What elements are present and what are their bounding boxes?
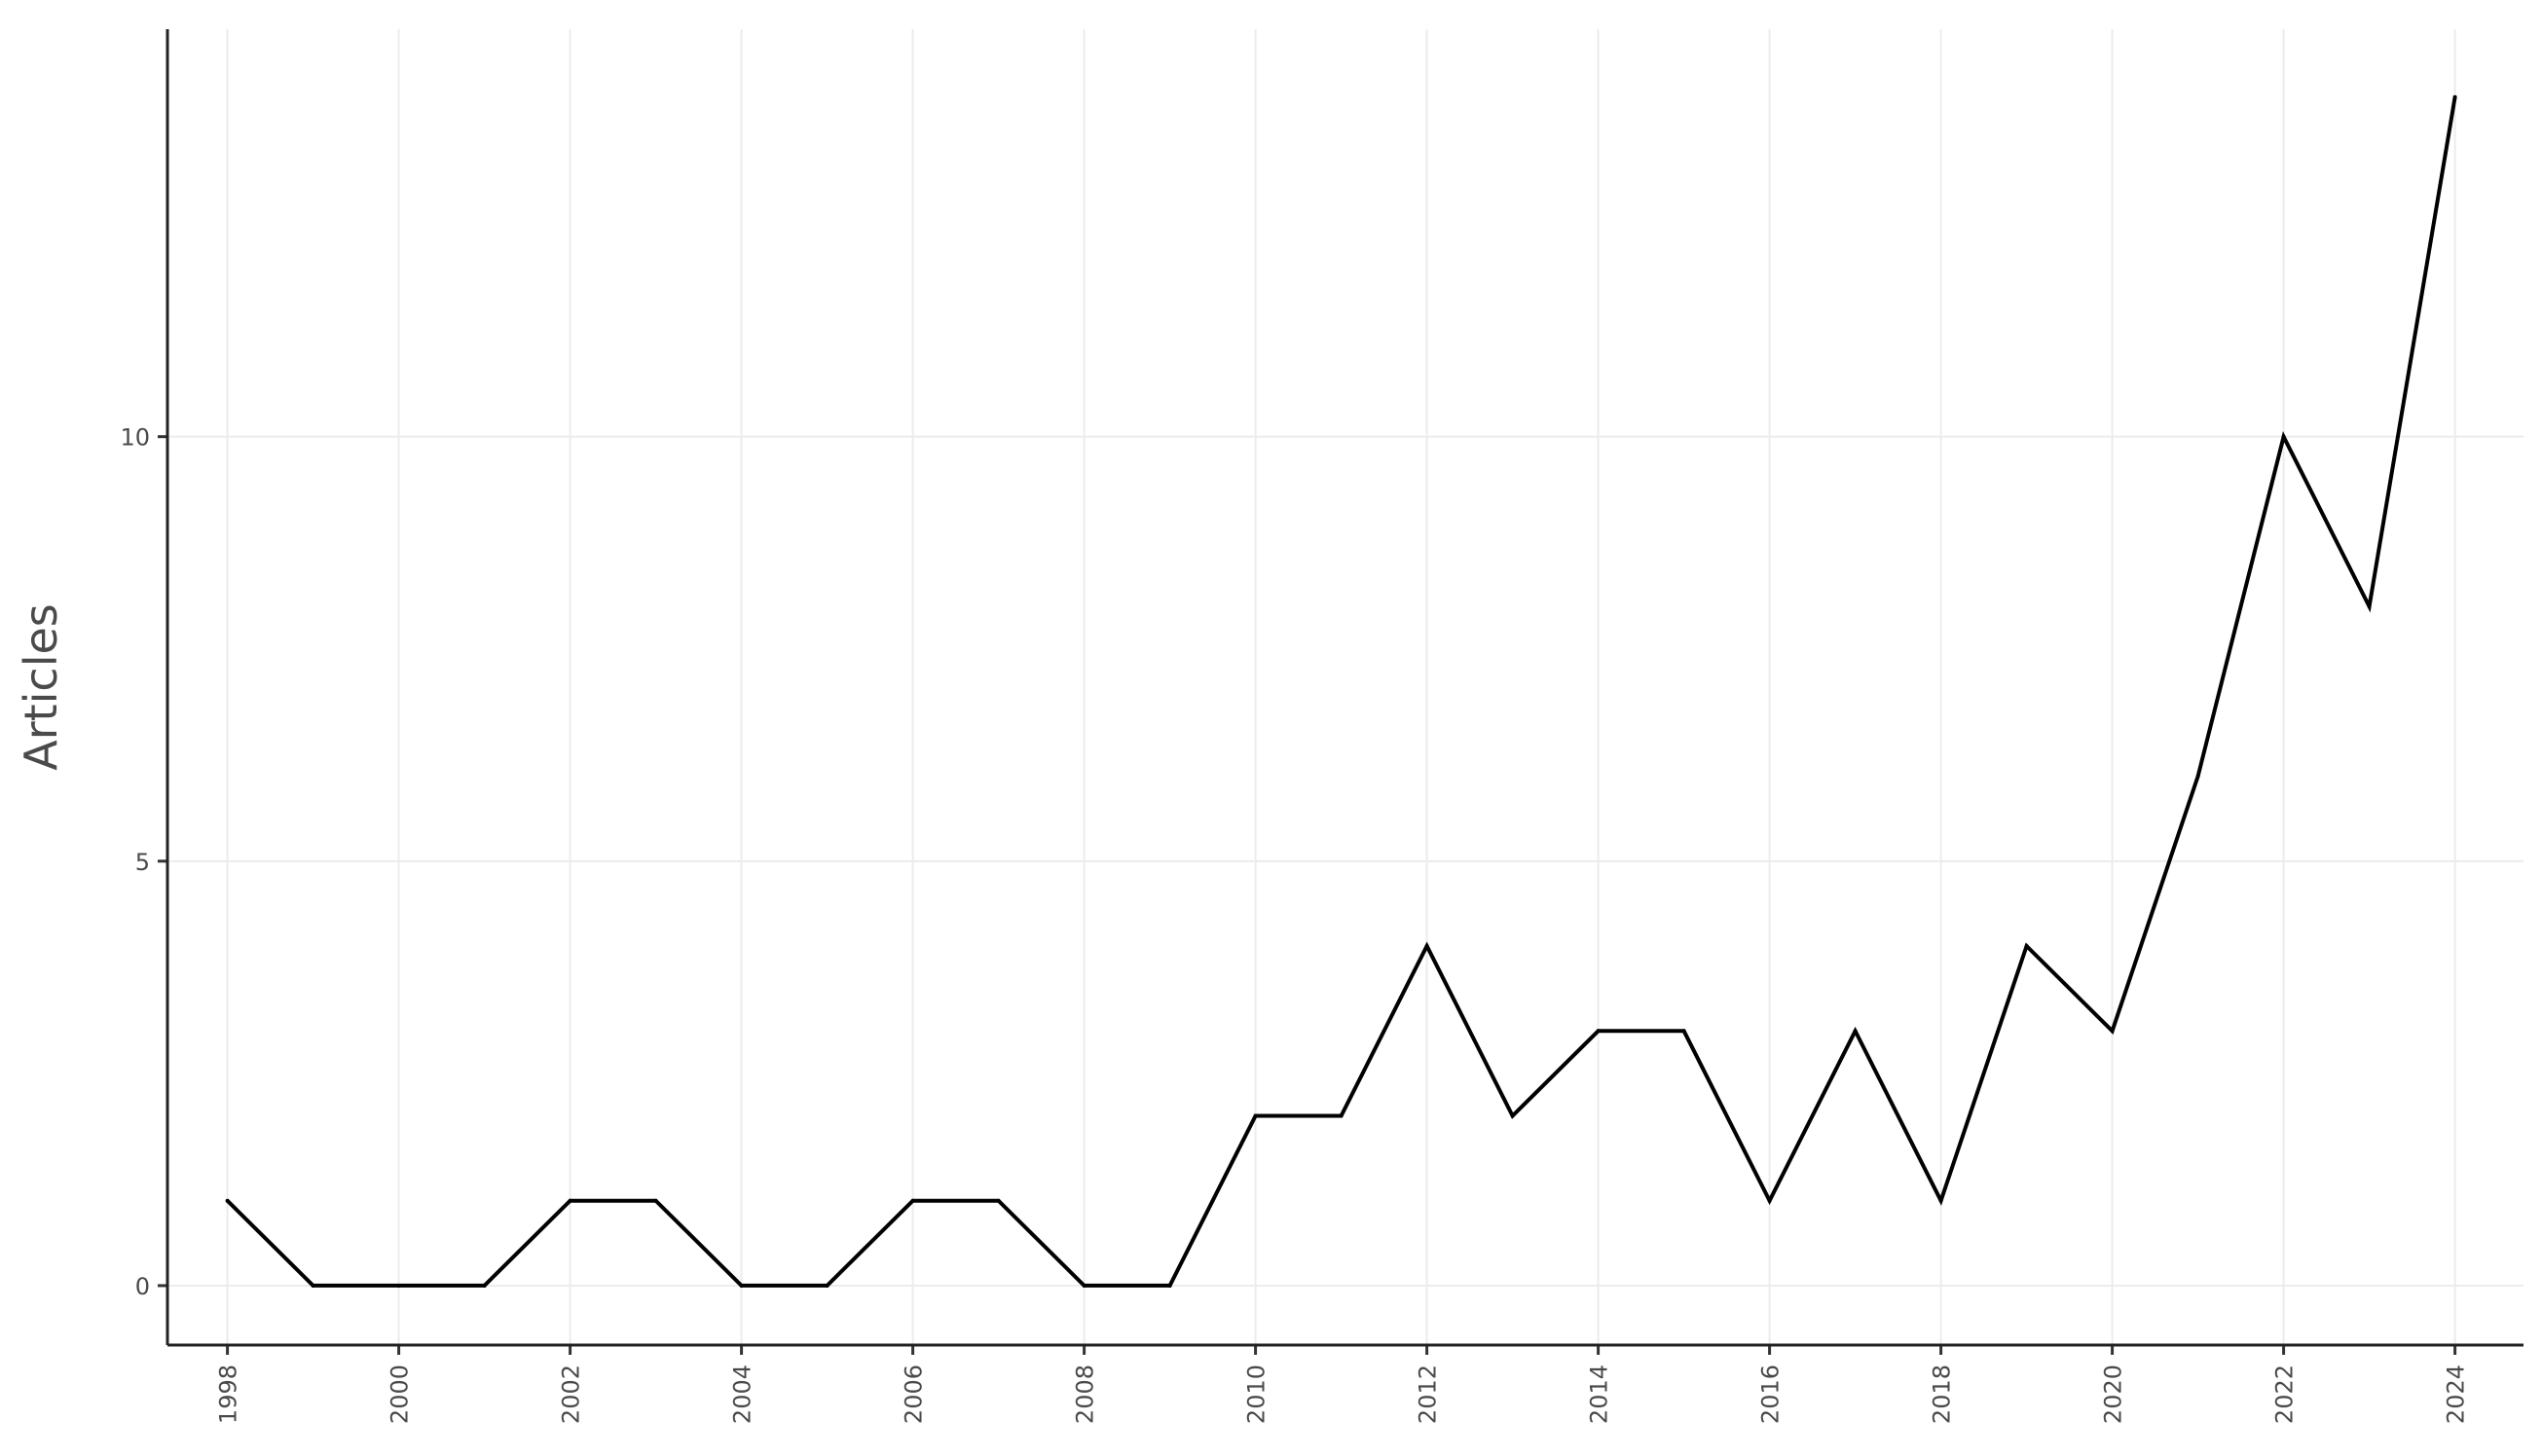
data-point xyxy=(311,1283,315,1288)
series-line-0 xyxy=(226,96,2457,1288)
x-tick-label: 2020 xyxy=(2100,1365,2127,1424)
x-tick-label: 2014 xyxy=(1586,1365,1613,1424)
tick-labels: 1998 2000 2002 2004 2006 2008 2010 2012 2014 2016… xyxy=(120,424,2469,1424)
data-point xyxy=(396,1283,401,1288)
data-point xyxy=(1167,1283,1172,1288)
data-point xyxy=(910,1198,915,1203)
data-point xyxy=(825,1283,829,1288)
data-point xyxy=(2110,1029,2115,1034)
data-point xyxy=(1767,1198,1772,1203)
data-point xyxy=(1082,1283,1087,1288)
x-tick-label: 2012 xyxy=(1415,1365,1442,1424)
data-point xyxy=(2367,604,2372,609)
data-point xyxy=(225,1198,230,1203)
x-tick-label: 1998 xyxy=(215,1365,242,1424)
y-tick-label: 10 xyxy=(120,424,150,452)
axes xyxy=(158,29,2524,1355)
data-point xyxy=(568,1198,572,1203)
x-tick-label: 2010 xyxy=(1243,1365,1271,1424)
x-tick-label: 2022 xyxy=(2271,1365,2299,1424)
x-tick-label: 2008 xyxy=(1072,1365,1099,1424)
series-layer xyxy=(225,94,2457,1288)
data-point xyxy=(996,1198,1001,1203)
data-point xyxy=(1681,1029,1686,1034)
x-tick-label: 2000 xyxy=(387,1365,414,1424)
y-tick-label: 5 xyxy=(135,849,150,876)
data-point xyxy=(1510,1113,1515,1118)
data-point xyxy=(482,1283,487,1288)
data-point xyxy=(1938,1198,1943,1203)
data-point xyxy=(653,1198,658,1203)
data-point xyxy=(739,1283,744,1288)
data-point xyxy=(2024,944,2029,949)
data-point xyxy=(1339,1113,1344,1118)
grid-lines xyxy=(167,29,2524,1345)
data-point xyxy=(2281,434,2286,439)
data-point xyxy=(1853,1029,1858,1034)
data-point xyxy=(2195,774,2200,779)
y-axis-title: Articles xyxy=(15,603,67,771)
x-tick-label: 2016 xyxy=(1757,1365,1785,1424)
data-point xyxy=(1596,1029,1601,1034)
data-point xyxy=(1253,1113,1258,1118)
x-tick-label: 2018 xyxy=(1929,1365,1956,1424)
x-tick-label: 2024 xyxy=(2443,1365,2470,1424)
x-tick-label: 2004 xyxy=(729,1365,756,1424)
x-tick-label: 2006 xyxy=(901,1365,928,1424)
data-point xyxy=(1424,944,1429,949)
data-point xyxy=(2452,94,2457,99)
x-tick-label: 2002 xyxy=(558,1365,585,1424)
y-tick-label: 0 xyxy=(135,1273,150,1300)
